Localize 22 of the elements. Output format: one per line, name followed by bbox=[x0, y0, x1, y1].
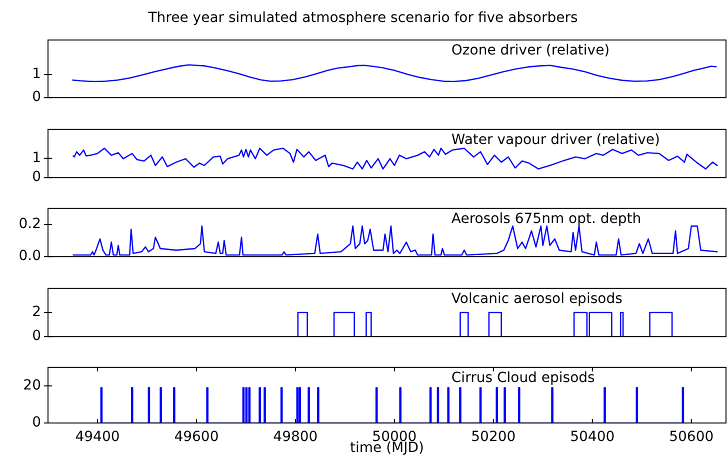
x-tick-label: 50600 bbox=[669, 429, 714, 446]
y-tick-label: 20 bbox=[23, 378, 41, 394]
chart-title: Three year simulated atmosphere scenario for five absorbers bbox=[147, 10, 578, 26]
y-tick-label: 0 bbox=[32, 89, 41, 106]
y-tick-label: 2 bbox=[32, 304, 41, 320]
x-tick-label: 50400 bbox=[570, 429, 615, 446]
annotation: Ozone driver (relative) bbox=[451, 42, 610, 59]
annotation: Volcanic aerosol episods bbox=[451, 290, 622, 307]
annotation: Water vapour driver (relative) bbox=[451, 132, 660, 148]
x-tick-label: 49400 bbox=[75, 429, 120, 446]
annotation: Aerosols 675nm opt. depth bbox=[451, 211, 642, 228]
y-tick-label: 0.2 bbox=[18, 216, 41, 232]
x-tick-label: 49600 bbox=[174, 429, 219, 446]
y-tick-label: 0.0 bbox=[18, 248, 41, 264]
y-tick-label: 0 bbox=[32, 414, 41, 431]
y-tick-label: 0 bbox=[32, 328, 41, 344]
y-tick-label: 1 bbox=[32, 66, 41, 82]
x-tick-label: 49800 bbox=[273, 429, 318, 446]
y-tick-label: 1 bbox=[32, 149, 41, 166]
annotation: Cirrus Cloud episods bbox=[451, 370, 595, 386]
y-tick-label: 0 bbox=[32, 168, 41, 185]
x-tick-label: 50200 bbox=[471, 429, 516, 446]
